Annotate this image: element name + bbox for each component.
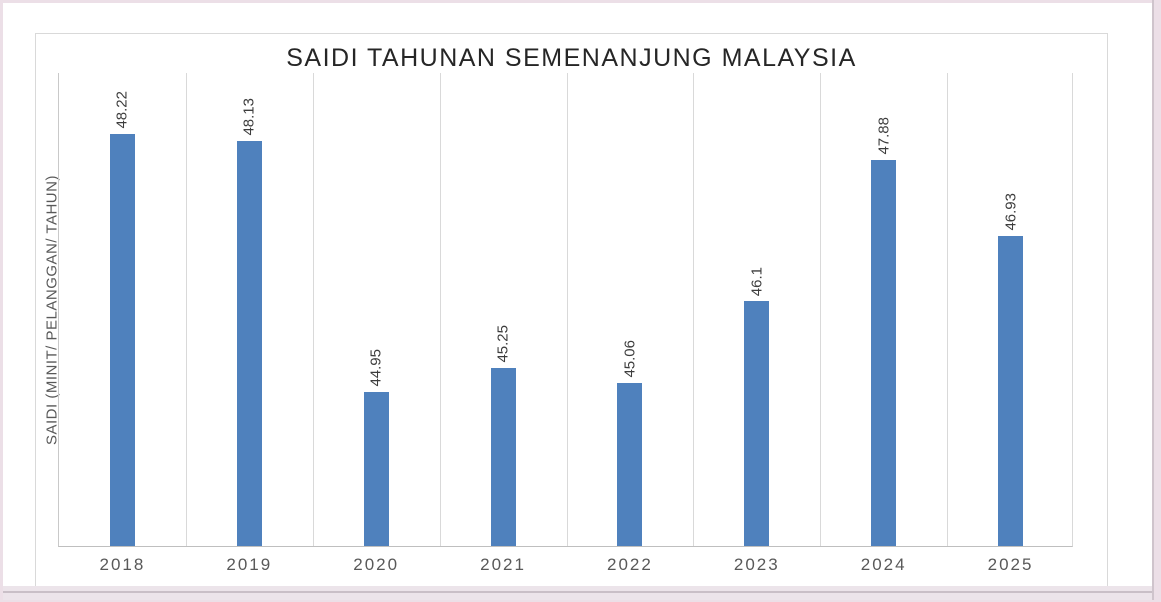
window-border-left (0, 0, 3, 602)
category-gridline (566, 73, 568, 546)
bar (871, 160, 897, 546)
status-strip-divider (2, 591, 1152, 593)
bar (490, 368, 516, 546)
bar (236, 141, 262, 546)
bar (998, 236, 1024, 546)
bar-value-label: 46.1 (748, 266, 766, 296)
category-gridline (439, 73, 441, 546)
x-axis-tick-label: 2020 (353, 555, 400, 574)
x-axis-tick-label: 2021 (480, 555, 526, 574)
window-border-right (1152, 0, 1161, 602)
bar (744, 301, 770, 546)
window-border-bottom (0, 600, 1161, 602)
bar-value-label: 45.25 (494, 325, 512, 363)
x-axis-tick-label: 2022 (607, 555, 653, 574)
bar (617, 383, 643, 546)
chart-title: SAIDI TAHUNAN SEMENANJUNG MALAYSIA (286, 44, 857, 72)
category-gridline (947, 73, 949, 546)
category-gridline (693, 73, 695, 546)
bar (109, 134, 135, 546)
bar-value-label: 45.06 (621, 340, 639, 378)
status-strip (2, 586, 1152, 600)
category-gridline (312, 73, 314, 546)
plot-area: 48.22 2018 48.13 2019 44.95 2020 45.25 2021 45.0… (58, 73, 1073, 574)
window-border-top (0, 0, 1161, 3)
chart-object: SAIDI TAHUNAN SEMENANJUNG MALAYSIA SAIDI… (35, 33, 1108, 588)
bar-value-label: 44.95 (367, 349, 385, 387)
x-axis-tick-label: 2025 (987, 555, 1034, 574)
category-gridline (185, 73, 187, 546)
bar-value-label: 48.22 (113, 91, 131, 129)
bar-value-label: 46.93 (1002, 193, 1020, 231)
x-axis-tick-label: 2018 (99, 555, 146, 574)
x-axis-tick-label: 2019 (226, 555, 273, 574)
bar-value-label: 47.88 (875, 117, 893, 155)
bar (363, 392, 389, 546)
x-axis-tick-label: 2023 (733, 555, 780, 574)
bar-value-label: 48.13 (240, 98, 258, 136)
category-gridline (820, 73, 822, 546)
x-axis-tick-label: 2024 (860, 555, 907, 574)
